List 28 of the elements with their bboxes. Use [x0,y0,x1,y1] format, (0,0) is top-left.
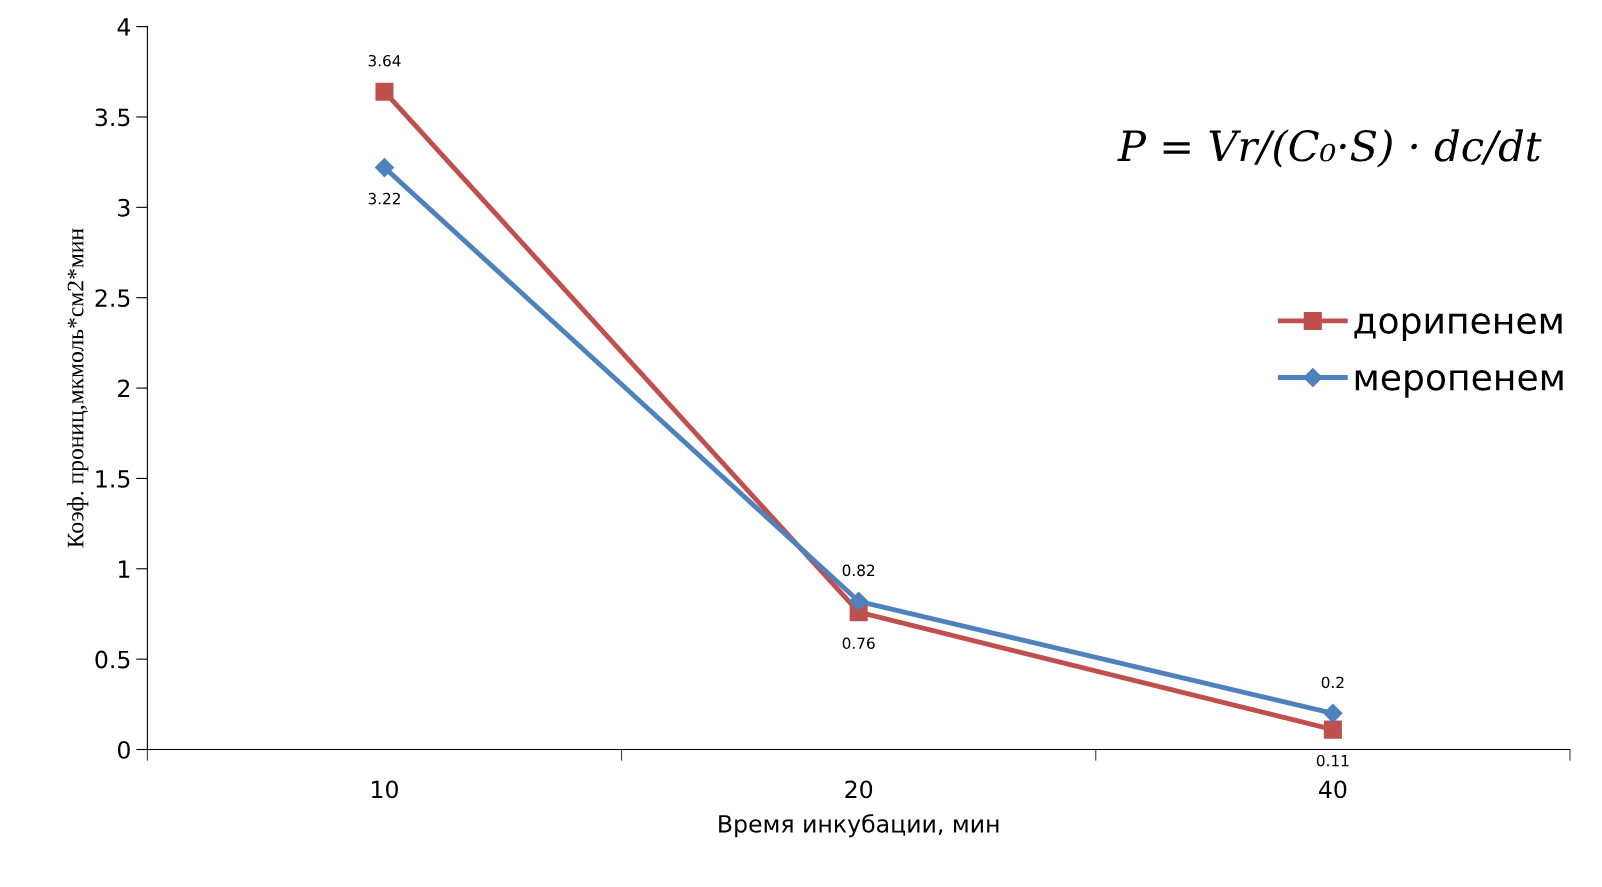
point [1323,703,1343,723]
y-tick-label: 0 [117,740,130,759]
x-axis-title: Время инкубации, мин [719,814,999,838]
point [375,82,394,101]
annotation: P = Vr/(C₀·S) · dc/dt [1117,129,1542,168]
x-tick-label: 20 [845,780,873,799]
data-label: 3.64 [368,54,401,67]
point [849,591,869,611]
y-tick-label: 1.5 [96,470,130,488]
data-label: 0.2 [1321,676,1344,689]
legend-label: дорипенем [1354,313,1562,342]
y-tick-label: 2.5 [95,289,130,308]
y-tick-label: 3 [118,198,130,217]
legend-label: меропенем [1355,369,1563,398]
y-tick-label: 4 [117,18,131,36]
x-tick-label: 40 [1319,780,1347,799]
data-label: 0.76 [842,637,875,649]
point [374,158,395,178]
point [1323,720,1342,739]
data-label: 0.82 [842,564,875,577]
data-label: 0.11 [1316,754,1349,767]
data-label: 3.22 [368,192,400,205]
x-tick-label: 10 [372,780,398,799]
y-tick-label: 3.5 [95,108,130,127]
y-tick-label: 2 [118,379,130,398]
y-tick-label: 0.5 [95,650,130,669]
y-tick-label: 1 [118,560,130,578]
y-axis-title: Коэф. прониц,мкмоль*см2*мин [66,228,89,548]
